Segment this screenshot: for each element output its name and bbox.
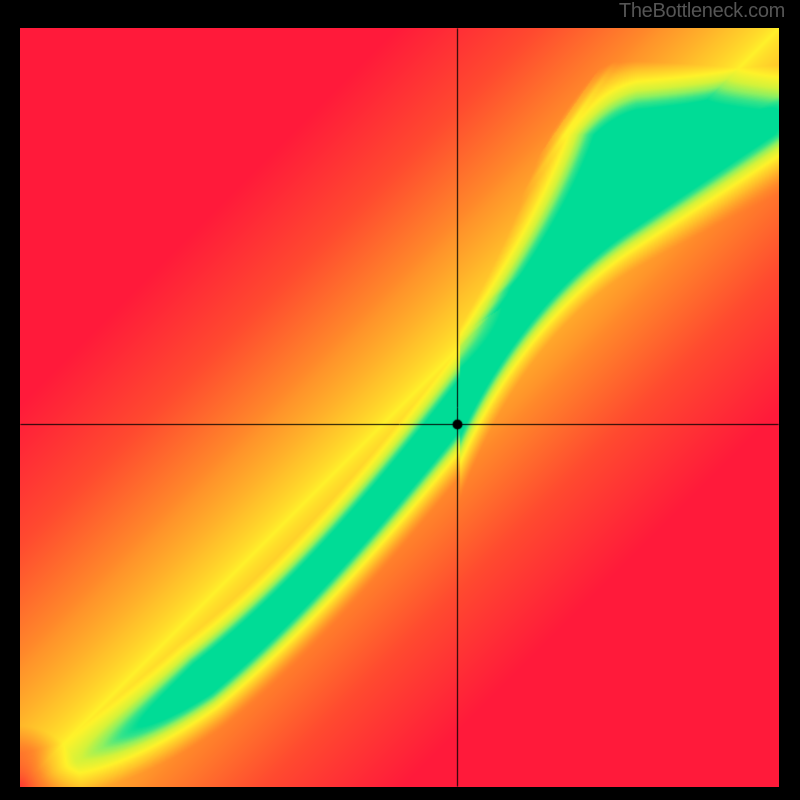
heatmap-canvas	[20, 28, 779, 787]
page-root: TheBottleneck.com	[0, 0, 800, 800]
attribution-label: TheBottleneck.com	[619, 0, 785, 23]
plot-frame	[20, 28, 779, 787]
